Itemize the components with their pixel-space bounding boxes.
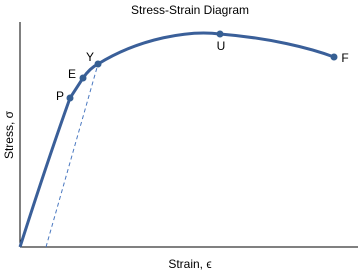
point-label: F [341,51,348,65]
point [94,60,102,68]
title: Stress-Strain Diagram [131,3,249,17]
x-axis-label: Strain, ϵ [168,257,211,271]
point [79,74,87,82]
y-axis-label: Stress, σ [2,110,16,159]
offset-line [45,63,99,248]
point-label: E [68,67,76,81]
point-label: U [217,39,226,53]
point-label: P [56,89,64,103]
point [330,53,338,61]
point [66,94,74,102]
curve [18,31,335,248]
point [216,30,224,38]
point-label: Y [86,50,94,64]
